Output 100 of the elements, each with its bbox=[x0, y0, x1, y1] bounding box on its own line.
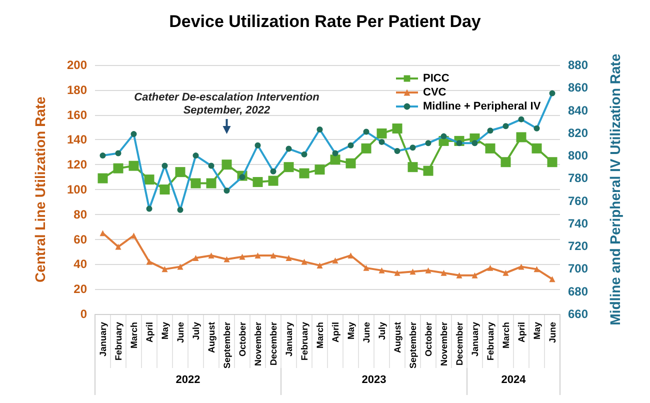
x-tick-label: August bbox=[392, 322, 402, 353]
x-tick-label: September bbox=[408, 322, 418, 369]
x-tick-label: April bbox=[516, 322, 526, 343]
y2-axis-title: Midline and Peripheral IV Utilization Rate bbox=[607, 54, 623, 326]
y2-tick-label: 820 bbox=[568, 126, 588, 140]
point bbox=[113, 163, 124, 174]
x-tick-label: May bbox=[346, 322, 356, 340]
x-tick-label: April bbox=[330, 322, 340, 343]
y-tick-label: 80 bbox=[74, 207, 88, 222]
x-tick-label: March bbox=[500, 322, 511, 349]
point bbox=[425, 267, 432, 274]
y2-tick-label: 780 bbox=[568, 171, 588, 186]
y2-tick-label: 720 bbox=[568, 239, 588, 254]
point bbox=[440, 270, 447, 276]
y-tick-label: 60 bbox=[74, 232, 88, 246]
y2-tick-label: 860 bbox=[568, 80, 588, 95]
point bbox=[534, 266, 540, 272]
point bbox=[394, 270, 400, 276]
point bbox=[301, 258, 308, 265]
point bbox=[268, 176, 278, 186]
point bbox=[270, 252, 276, 258]
point bbox=[284, 162, 294, 172]
point bbox=[130, 232, 137, 239]
point bbox=[206, 178, 216, 188]
point bbox=[518, 264, 524, 270]
point bbox=[128, 160, 139, 171]
y2-tick-label: 880 bbox=[568, 58, 588, 72]
y2-tick-label: 660 bbox=[568, 307, 588, 321]
y2-tick-label: 700 bbox=[568, 262, 588, 276]
x-tick-label: November bbox=[438, 322, 449, 366]
point bbox=[456, 272, 462, 278]
point bbox=[410, 268, 416, 275]
point bbox=[361, 143, 372, 154]
y-tick-label: 40 bbox=[74, 257, 88, 272]
point bbox=[144, 174, 154, 185]
y-tick-label: 20 bbox=[74, 282, 88, 296]
point bbox=[330, 154, 340, 165]
point bbox=[346, 158, 356, 168]
point bbox=[314, 164, 325, 175]
y-tick-label: 0 bbox=[80, 307, 88, 321]
x-tick-label: May bbox=[160, 322, 170, 340]
point bbox=[487, 264, 494, 271]
point bbox=[532, 143, 542, 154]
y2-tick-label: 840 bbox=[568, 103, 588, 118]
x-tick-label: July bbox=[190, 322, 201, 340]
point bbox=[286, 254, 292, 261]
legend-label: PICC bbox=[423, 72, 450, 84]
annotation: Catheter De-escalation Intervention September, 2022 bbox=[134, 92, 320, 116]
point bbox=[192, 254, 199, 261]
point bbox=[376, 128, 387, 138]
x-tick-label: December bbox=[454, 322, 464, 366]
y2-tick-label: 760 bbox=[568, 194, 588, 208]
point bbox=[98, 173, 108, 184]
y-axis-title: Central Line Utilization Rate bbox=[32, 96, 48, 282]
x-tick-label: October bbox=[423, 322, 434, 357]
x-tick-label: January bbox=[284, 322, 294, 357]
x-tick-label: February bbox=[485, 322, 496, 361]
point bbox=[423, 166, 434, 176]
point bbox=[549, 276, 556, 282]
point bbox=[408, 162, 418, 172]
y-tick-label: 200 bbox=[66, 58, 88, 72]
y2-tick-label: 740 bbox=[568, 216, 588, 230]
point bbox=[547, 157, 558, 168]
x-tick-label: January bbox=[470, 322, 480, 357]
text: 2022 bbox=[176, 374, 200, 386]
legend-label: Midline + Peripheral IV bbox=[423, 100, 542, 112]
text: 2023 bbox=[362, 374, 386, 386]
y-tick-label: 180 bbox=[66, 82, 88, 97]
x-tick-label: June bbox=[175, 322, 186, 344]
point bbox=[485, 143, 496, 154]
y2-tick-label: 800 bbox=[568, 148, 588, 163]
x-tick-label: June bbox=[547, 322, 558, 344]
y-tick-label: 100 bbox=[66, 182, 88, 196]
y2-tick-label: 680 bbox=[568, 284, 588, 298]
x-tick-label: February bbox=[113, 322, 124, 361]
x-tick-label: May bbox=[532, 322, 542, 340]
point bbox=[252, 177, 263, 188]
point bbox=[472, 272, 478, 278]
point bbox=[500, 157, 511, 168]
point bbox=[363, 264, 370, 271]
x-tick-label: April bbox=[144, 322, 154, 343]
text: 2024 bbox=[501, 374, 527, 386]
y-tick-label: 160 bbox=[66, 108, 88, 122]
y-tick-label: 140 bbox=[66, 132, 88, 147]
point bbox=[392, 123, 402, 134]
point bbox=[516, 132, 526, 142]
point bbox=[502, 270, 509, 276]
y-tick-label: 120 bbox=[66, 158, 88, 172]
point bbox=[299, 168, 310, 178]
x-tick-label: March bbox=[128, 322, 139, 349]
point bbox=[162, 266, 168, 272]
point bbox=[115, 244, 122, 250]
point bbox=[222, 160, 232, 170]
x-tick-label: August bbox=[206, 322, 216, 353]
point bbox=[316, 262, 323, 268]
x-tick-label: January bbox=[98, 322, 108, 357]
point bbox=[254, 252, 261, 258]
x-tick-label: October bbox=[237, 322, 248, 357]
point bbox=[378, 267, 385, 274]
point bbox=[177, 264, 184, 270]
